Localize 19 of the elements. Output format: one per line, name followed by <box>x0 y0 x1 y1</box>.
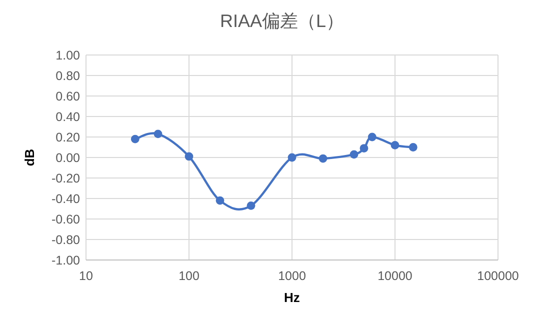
x-tick-label: 1000 <box>278 269 306 283</box>
y-tick-label: 0.00 <box>56 151 80 165</box>
x-axis-title: Hz <box>284 290 300 305</box>
x-tick-label: 100000 <box>477 269 519 283</box>
y-tick-label: 0.40 <box>56 110 80 124</box>
y-tick-label: -0.60 <box>52 212 80 226</box>
x-tick-label: 10 <box>79 269 93 283</box>
y-tick-label: 0.80 <box>56 69 80 83</box>
y-tick-label: 0.20 <box>56 130 80 144</box>
chart-title: RIAA偏差（L） <box>220 11 344 31</box>
y-tick-label: -1.00 <box>52 254 80 268</box>
x-tick-label: 100 <box>178 269 200 283</box>
y-tick-label: -0.40 <box>52 192 80 206</box>
y-tick-label: -0.80 <box>52 233 80 247</box>
y-axis-title: dB <box>22 148 37 166</box>
x-tick-label: 10000 <box>378 269 412 283</box>
y-tick-label: 0.60 <box>56 90 80 104</box>
y-tick-label: 1.00 <box>56 48 80 62</box>
y-tick-label: -0.20 <box>52 172 80 186</box>
